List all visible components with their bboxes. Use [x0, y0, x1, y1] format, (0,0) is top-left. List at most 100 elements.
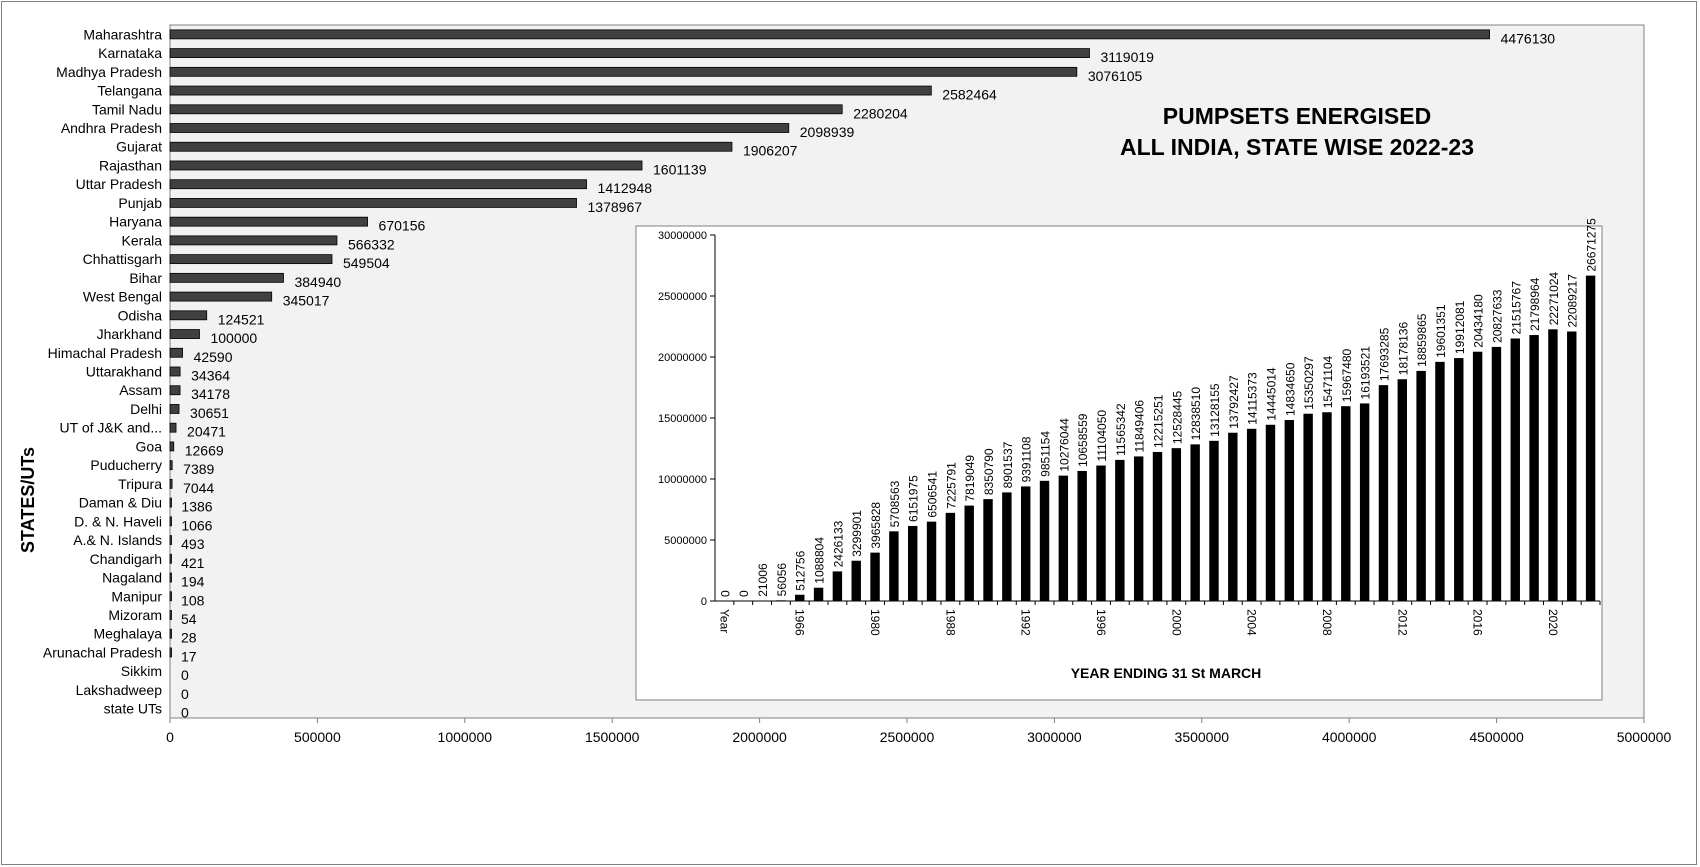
year-bar — [1472, 351, 1483, 601]
state-value-label: 108 — [181, 592, 205, 608]
year-value-label: 20434180 — [1472, 294, 1486, 348]
year-bar — [1002, 492, 1012, 601]
state-value-label: 194 — [181, 574, 205, 590]
x-tick-label: 0 — [166, 729, 174, 745]
state-value-labels: 4476130 3119019 3076105 2582464 2280204 20989… — [181, 30, 1555, 720]
year-bar — [1133, 456, 1144, 601]
state-value-label: 421 — [181, 555, 205, 571]
year-bar — [1322, 412, 1332, 601]
year-value-label: 9391108 — [1020, 436, 1034, 482]
x-tick-label: 4000000 — [1322, 729, 1377, 745]
x-tick-label: 3500000 — [1175, 729, 1230, 745]
state-value-label: 54 — [181, 611, 197, 627]
year-value-label: 19601351 — [1434, 304, 1448, 358]
year-value-label: 7225791 — [944, 462, 958, 509]
year-value-label: 16193521 — [1359, 346, 1373, 400]
x-tick-label: 500000 — [294, 729, 341, 745]
state-bar — [169, 29, 1490, 40]
state-category-label: Odisha — [118, 307, 163, 323]
state-category-label: Nagaland — [102, 570, 162, 586]
year-bar — [1510, 338, 1520, 601]
state-category-label: Uttar Pradesh — [76, 176, 162, 192]
year-bar — [1529, 335, 1539, 601]
year-value-label: 22271024 — [1547, 272, 1561, 326]
inset-x-tick-label: 1980 — [868, 609, 882, 636]
year-bar — [1548, 329, 1558, 601]
year-value-label: 19912081 — [1453, 300, 1467, 354]
year-value-label: 56056 — [775, 563, 789, 597]
state-category-label: Chhattisgarh — [83, 251, 162, 267]
inset-y-axis: 0 5000000 10000000 15000000 20000000 25000000… — [658, 230, 716, 608]
state-bar — [169, 572, 172, 583]
x-tick-label: 1000000 — [438, 729, 493, 745]
state-value-label: 28 — [181, 630, 197, 646]
inset-x-tick-label: 1996 — [1094, 609, 1108, 636]
state-bar — [169, 291, 273, 302]
inset-y-tick-label: 10000000 — [658, 474, 707, 486]
state-category-label: West Bengal — [83, 289, 162, 305]
state-category-label: Tamil Nadu — [92, 101, 162, 117]
year-value-label: 17693285 — [1377, 327, 1391, 381]
state-bar — [169, 460, 173, 471]
x-tick-label: 2500000 — [880, 729, 935, 745]
year-value-label: 9851154 — [1039, 431, 1053, 477]
state-category-label: Puducherry — [90, 457, 162, 473]
state-category-label: Daman & Diu — [79, 495, 162, 511]
state-category-label: Tripura — [118, 476, 162, 492]
year-bar — [1190, 444, 1200, 601]
year-value-label: 12215251 — [1152, 394, 1166, 448]
inset-x-tick-label: 2020 — [1546, 609, 1560, 636]
state-bar — [169, 310, 208, 321]
state-category-label: Uttarakhand — [86, 364, 162, 380]
year-bar — [964, 505, 974, 601]
x-tick-label: 4500000 — [1469, 729, 1524, 745]
state-value-label: 1412948 — [598, 180, 653, 196]
year-value-label: 20827633 — [1490, 289, 1504, 343]
year-bar — [1077, 470, 1087, 601]
year-value-label: 3299901 — [850, 510, 864, 557]
state-value-label: 124521 — [218, 311, 265, 327]
state-bar — [169, 404, 180, 414]
state-category-label: Lakshadweep — [76, 682, 163, 698]
state-category-label: Bihar — [129, 270, 162, 286]
state-bar — [169, 216, 368, 227]
year-value-label: 2426133 — [831, 520, 845, 567]
state-category-label: Haryana — [109, 214, 162, 230]
state-bar — [169, 329, 200, 339]
inset-x-tick-label: 2012 — [1395, 609, 1409, 636]
state-bar — [169, 422, 177, 433]
year-value-label: 0 — [718, 590, 732, 597]
state-value-label: 0 — [181, 705, 189, 721]
year-bar — [870, 552, 880, 601]
state-category-label: Rajasthan — [99, 157, 162, 173]
state-category-label: state UTs — [104, 701, 162, 717]
inset-x-axis: Year 1966 1980 1988 1992 1996 2000 2004 2008 2012… — [715, 600, 1601, 636]
year-value-label: 12838510 — [1189, 387, 1203, 441]
state-bar — [169, 610, 172, 620]
year-value-label: 8350790 — [982, 448, 996, 495]
state-bar — [169, 347, 183, 358]
state-bar — [169, 478, 173, 489]
state-value-label: 493 — [181, 536, 205, 552]
year-bar — [889, 531, 899, 601]
year-bar — [1397, 379, 1407, 601]
year-bar — [1171, 448, 1182, 601]
inset-x-tick-label: Year — [717, 609, 731, 633]
inset-x-tick-label: 2004 — [1245, 609, 1259, 636]
state-value-label: 12669 — [185, 442, 224, 458]
state-bars-group — [169, 29, 1490, 658]
year-value-label: 13128155 — [1208, 383, 1222, 437]
state-bar — [169, 104, 843, 115]
year-value-label: 18178136 — [1396, 322, 1410, 376]
state-value-label: 1906207 — [743, 143, 798, 159]
state-value-label: 0 — [181, 667, 189, 683]
state-category-label: Jharkhand — [97, 326, 162, 342]
year-bar — [1585, 275, 1596, 601]
state-value-label: 7389 — [183, 461, 214, 477]
year-bar — [1341, 406, 1351, 601]
state-category-label: Madhya Pradesh — [56, 64, 162, 80]
state-value-label: 566332 — [348, 236, 395, 252]
state-bar — [169, 235, 338, 246]
state-value-label: 34178 — [191, 386, 230, 402]
state-bar — [169, 85, 932, 96]
